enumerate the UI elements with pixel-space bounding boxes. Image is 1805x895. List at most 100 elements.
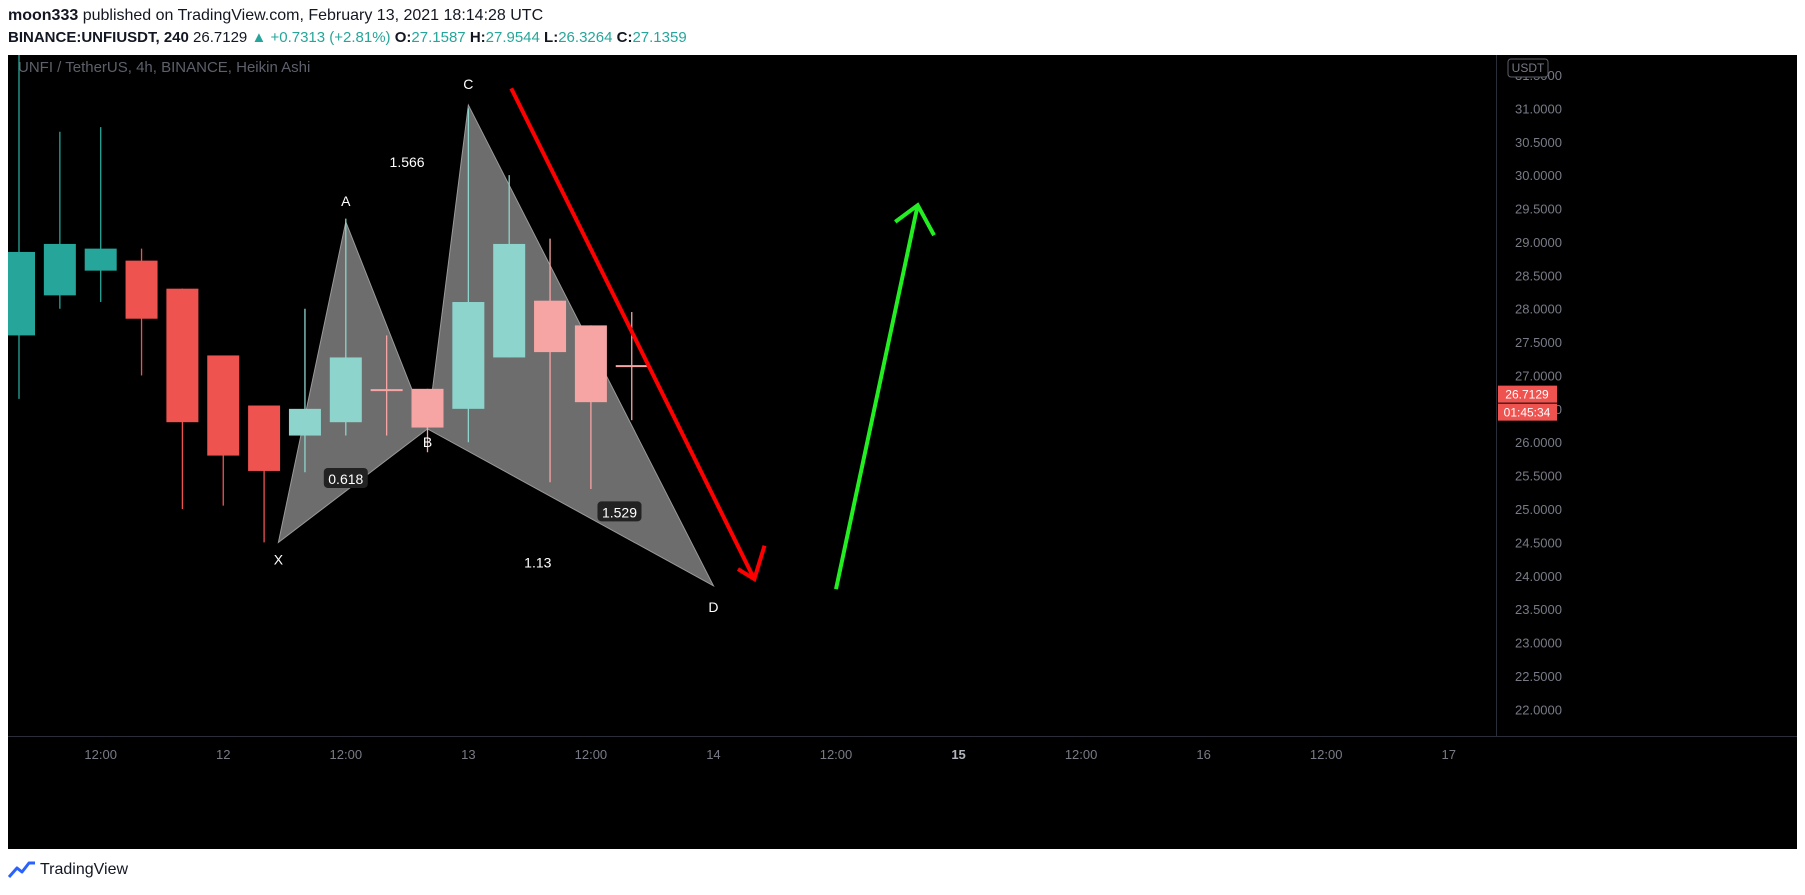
pattern-point-label: X xyxy=(274,551,284,567)
symbol-name: BINANCE:UNFIUSDT, 240 xyxy=(8,29,189,46)
price-tick-label: 28.0000 xyxy=(1515,302,1562,317)
pattern-point-label: C xyxy=(463,76,473,92)
candle[interactable] xyxy=(493,175,526,358)
red-arrow-head xyxy=(736,545,767,583)
time-tick-label: 15 xyxy=(951,747,965,762)
candle-body xyxy=(534,300,567,353)
candle-body xyxy=(411,388,444,428)
low-label: L: xyxy=(544,29,559,46)
candle[interactable] xyxy=(166,288,199,509)
price-axis[interactable]: 31.500031.000030.500030.000029.500029.00… xyxy=(1515,68,1562,717)
brand-name[interactable]: TradingView xyxy=(40,861,129,878)
candle[interactable] xyxy=(411,388,444,453)
candle-body xyxy=(84,248,117,271)
price-tick-label: 30.5000 xyxy=(1515,135,1562,150)
time-axis[interactable]: 12:00 12 12:00 13 12:00 14 12:00 15 12:00 16 12:00… xyxy=(84,747,1456,762)
time-tick-label: 12:00 xyxy=(1310,747,1343,762)
price-tick-label: 23.0000 xyxy=(1515,636,1562,651)
time-tick-label: 16 xyxy=(1196,747,1210,762)
price-tick-label: 25.0000 xyxy=(1515,502,1562,517)
candle-body xyxy=(43,243,76,296)
price-tick-label: 29.5000 xyxy=(1515,202,1562,217)
candle[interactable] xyxy=(248,405,281,543)
countdown-label: 01:45:34 xyxy=(1504,406,1551,420)
green-arrow-head xyxy=(894,202,936,237)
time-tick-label: 12:00 xyxy=(1065,747,1098,762)
ratio-label-box xyxy=(597,501,642,522)
time-tick-label: 12:00 xyxy=(330,747,363,762)
price-tick-label: 24.0000 xyxy=(1515,569,1562,584)
price-tick-label: 27.0000 xyxy=(1515,368,1562,383)
price-change: +0.7313 (+2.81%) xyxy=(270,29,391,46)
candle[interactable] xyxy=(207,355,240,506)
green-up-arrow[interactable] xyxy=(834,204,920,590)
countdown-box xyxy=(1498,403,1557,421)
candle[interactable] xyxy=(452,108,485,443)
candlestick-chart[interactable]: UNFI / TetherUS, 4h, BINANCE, Heikin Ash… xyxy=(3,48,1797,849)
last-price-label: 26.7129 xyxy=(1505,388,1549,402)
fib-ratio-label: 1.566 xyxy=(390,154,425,170)
last-price-box xyxy=(1498,385,1557,403)
price-tick-label: 31.0000 xyxy=(1515,101,1562,116)
price-tick-label: 30.0000 xyxy=(1515,168,1562,183)
high-value: 27.9544 xyxy=(485,29,540,46)
price-tick-label: 22.5000 xyxy=(1515,669,1562,684)
time-tick-label: 12 xyxy=(216,747,230,762)
candle[interactable] xyxy=(329,218,362,436)
open-value: 27.1587 xyxy=(411,29,466,46)
currency-badge-box[interactable] xyxy=(1507,58,1549,78)
time-tick-label: 12:00 xyxy=(84,747,117,762)
price-tick-label: 25.5000 xyxy=(1515,469,1562,484)
red-down-arrow[interactable] xyxy=(509,87,757,580)
candle[interactable] xyxy=(288,308,321,473)
publish-info: moon333 published on TradingView.com, Fe… xyxy=(8,7,543,25)
triangle-up-icon: ▲ xyxy=(251,29,267,46)
time-tick-label: 14 xyxy=(706,747,720,762)
open-label: O: xyxy=(394,29,412,46)
price-tick-label: 23.5000 xyxy=(1515,602,1562,617)
candle-body xyxy=(125,260,158,319)
candle-body xyxy=(3,251,35,336)
candle-body xyxy=(574,325,607,403)
pattern-point-label: D xyxy=(708,599,718,615)
price-tick-label: 26.0000 xyxy=(1515,435,1562,450)
author-name[interactable]: moon333 xyxy=(8,7,79,24)
fib-ratio-label: 1.529 xyxy=(602,504,637,520)
pattern-point-label: A xyxy=(341,193,351,209)
low-value: 26.3264 xyxy=(558,29,613,46)
time-tick-label: 12:00 xyxy=(575,747,608,762)
candle[interactable] xyxy=(370,335,403,436)
candle[interactable] xyxy=(534,238,567,483)
last-price: 26.7129 xyxy=(193,29,248,46)
fib-ratio-label: 1.13 xyxy=(524,554,551,570)
time-tick-label: 12:00 xyxy=(820,747,853,762)
fib-ratio-label: 0.618 xyxy=(328,471,363,487)
price-tick-label: 28.5000 xyxy=(1515,268,1562,283)
price-tick-label: 29.0000 xyxy=(1515,235,1562,250)
chart-container[interactable]: UNFI / TetherUS, 4h, BINANCE, Heikin Ash… xyxy=(3,48,1797,849)
time-axis-border xyxy=(8,736,1797,737)
time-tick-label: 17 xyxy=(1442,747,1456,762)
tradingview-logo-icon[interactable] xyxy=(8,860,36,880)
footer: TradingView xyxy=(8,857,128,883)
published-text: published on TradingView.com, February 1… xyxy=(82,7,544,24)
candle[interactable] xyxy=(84,127,117,303)
price-axis-border xyxy=(1496,55,1497,737)
candle-body xyxy=(329,357,362,423)
price-tick-label: 22.0000 xyxy=(1515,702,1562,717)
candle[interactable] xyxy=(125,248,158,376)
candle-body xyxy=(207,355,240,456)
high-label: H: xyxy=(469,29,486,46)
candle-body xyxy=(288,408,321,436)
close-value: 27.1359 xyxy=(632,29,687,46)
price-tick-label: 27.5000 xyxy=(1515,335,1562,350)
candle[interactable] xyxy=(43,131,76,309)
symbol-info: BINANCE:UNFIUSDT, 240 26.7129 ▲ +0.7313 … xyxy=(8,29,687,46)
candle-body xyxy=(248,405,281,471)
candle[interactable] xyxy=(3,48,35,399)
currency-badge: USDT xyxy=(1512,61,1545,75)
chart-title: UNFI / TetherUS, 4h, BINANCE, Heikin Ash… xyxy=(18,59,310,76)
price-tick-label: 24.5000 xyxy=(1515,535,1562,550)
candle[interactable] xyxy=(574,325,607,489)
candle-body xyxy=(452,302,485,409)
